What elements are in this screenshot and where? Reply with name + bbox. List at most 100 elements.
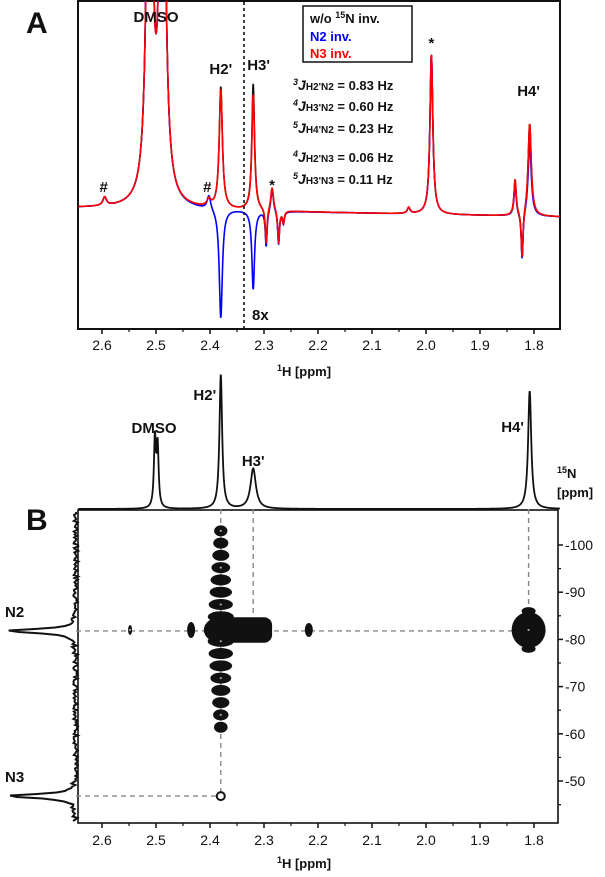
contour-h4-n2-lobe: [521, 644, 536, 653]
contour-h2-n3: [215, 791, 226, 802]
x-tick-label: 2.5: [146, 832, 166, 848]
panel-a: A 2.6 2.5 2.4 2.3 2.2 2.1 2.0 1.9 1.8 1H [ppm] 8…: [26, 0, 561, 379]
peak-label: #: [203, 179, 212, 196]
coupling-constant: 4JH2'N3 = 0.06 Hz: [292, 149, 394, 165]
contour-center: [219, 529, 222, 532]
proton-projection-labels: DMSO H2' H3' H4': [132, 387, 524, 470]
peak-label: H3': [247, 57, 270, 74]
coupling-symbol: J: [298, 120, 307, 136]
contour-h2-n2: [211, 684, 231, 696]
contour-h3-n2: [226, 617, 273, 643]
legend-item-wo: w/o 15N inv.: [309, 10, 380, 26]
coupling-symbol: J: [298, 171, 307, 187]
panel-a-label: A: [26, 7, 48, 40]
panel-b-x-label: 1H [ppm]: [277, 855, 331, 871]
legend-item-n3: N3 inv.: [310, 46, 352, 61]
coupling-nuclei: H2'N3: [306, 154, 334, 165]
nitrogen-peak-label: N3: [5, 769, 24, 786]
contour-h2-n2: [209, 660, 233, 672]
coupling-nuclei: H3'N2: [306, 103, 334, 114]
panel-a-annotations: DMSO H2' H3' H4' # # * *: [99, 9, 540, 196]
x-tick-label: 2.1: [362, 832, 382, 848]
coupling-constant: 4JH3'N2 = 0.60 Hz: [292, 98, 394, 114]
x-tick-label: 2.4: [200, 832, 220, 848]
nitrogen-labels: N2 N3: [5, 604, 24, 786]
peak-label: H4': [517, 83, 540, 100]
y-tick-label: -90: [565, 584, 585, 600]
panel-b-frame: [77, 509, 559, 824]
panel-b-y-label-unit: [ppm]: [557, 485, 593, 500]
projection-peak-label: DMSO: [132, 420, 177, 437]
panel-b-label: B: [26, 504, 48, 537]
coupling-value: = 0.11 Hz: [334, 172, 393, 187]
contour-center: [128, 628, 132, 631]
panel-b-x-axis: 2.6 2.5 2.4 2.3 2.2 2.1 2.0 1.9 1.8: [92, 823, 544, 848]
scale-note: 8x: [252, 307, 269, 324]
legend-box: [302, 5, 413, 63]
contour-h2-n2: [212, 697, 230, 709]
contour-center: [219, 566, 222, 569]
nitrogen-projection: [8, 511, 81, 822]
contour-h2-n2: [212, 549, 230, 561]
y-tick-label: -50: [565, 773, 585, 789]
coupling-symbol: J: [298, 98, 307, 114]
peak-label: DMSO: [134, 9, 179, 26]
coupling-symbol: J: [298, 77, 307, 93]
coupling-nuclei: H2'N2: [306, 82, 334, 93]
peak-label: *: [428, 35, 434, 52]
x-tick-label: 2.0: [416, 832, 436, 848]
x-tick-label: 1.8: [524, 832, 544, 848]
y-tick-label: -100: [565, 537, 593, 553]
contour-h2-n2: [213, 537, 229, 549]
panel-a-x-axis: 2.6 2.5 2.4 2.3 2.2 2.1 2.0 1.9 1.8: [92, 329, 544, 353]
panel-a-x-label: 1H [ppm]: [277, 363, 331, 379]
contour-h2-n2: [209, 586, 232, 598]
legend: w/o 15N inv. N2 inv. N3 inv.: [302, 5, 413, 63]
contour-h2-n2: [210, 574, 232, 586]
peak-label: #: [99, 179, 108, 196]
panel-a-frame: [77, 0, 561, 330]
x-tick-label: 2.0: [416, 337, 436, 353]
coupling-order: 4: [292, 149, 298, 159]
contour-artifact: [187, 621, 196, 638]
coupling-value: = 0.06 Hz: [334, 150, 394, 165]
guide-lines: [76, 509, 530, 797]
panel-a-spectra: [78, 1, 560, 318]
proton-projection: [78, 374, 560, 510]
contour-h2-n2: [214, 721, 228, 733]
spectrum-n3-inv-: [78, 1, 560, 258]
peak-label: H2': [209, 61, 232, 78]
y-tick-label: -70: [565, 679, 585, 695]
projection-peak-label: H4': [501, 419, 524, 436]
coupling-nuclei: H3'N3: [306, 176, 334, 187]
coupling-value: = 0.23 Hz: [334, 121, 394, 136]
legend-item-n2: N2 inv.: [310, 29, 352, 44]
contour-center: [219, 677, 222, 680]
x-tick-label: 2.2: [308, 832, 328, 848]
coupling-order: 3: [293, 77, 298, 87]
coupling-order: 5: [293, 171, 299, 181]
coupling-symbol: J: [298, 149, 307, 165]
x-tick-label: 1.8: [524, 337, 544, 353]
coupling-order: 4: [292, 98, 298, 108]
x-tick-label: 2.3: [254, 832, 274, 848]
panel-b-y-axis: -100 -90 -80 -70 -60 -50: [558, 537, 593, 806]
coupling-constant: 5JH3'N3 = 0.11 Hz: [293, 171, 393, 187]
contour-center: [219, 640, 222, 643]
x-tick-label: 2.1: [362, 337, 382, 353]
coupling-constant: 5JH4'N2 = 0.23 Hz: [293, 120, 394, 136]
peak-label: *: [269, 177, 275, 194]
nitrogen-peak-label: N2: [5, 604, 24, 621]
x-tick-label: 2.5: [146, 337, 166, 353]
x-tick-label: 1.9: [470, 337, 490, 353]
coupling-constant: 3JH2'N2 = 0.83 Hz: [293, 77, 394, 93]
x-tick-label: 1.9: [470, 832, 490, 848]
x-tick-label: 2.6: [92, 337, 112, 353]
contour-center: [527, 628, 530, 631]
projection-peak-label: H3': [242, 453, 265, 470]
coupling-value: = 0.83 Hz: [334, 78, 394, 93]
coupling-order: 5: [293, 120, 299, 130]
y-tick-label: -80: [565, 631, 585, 647]
